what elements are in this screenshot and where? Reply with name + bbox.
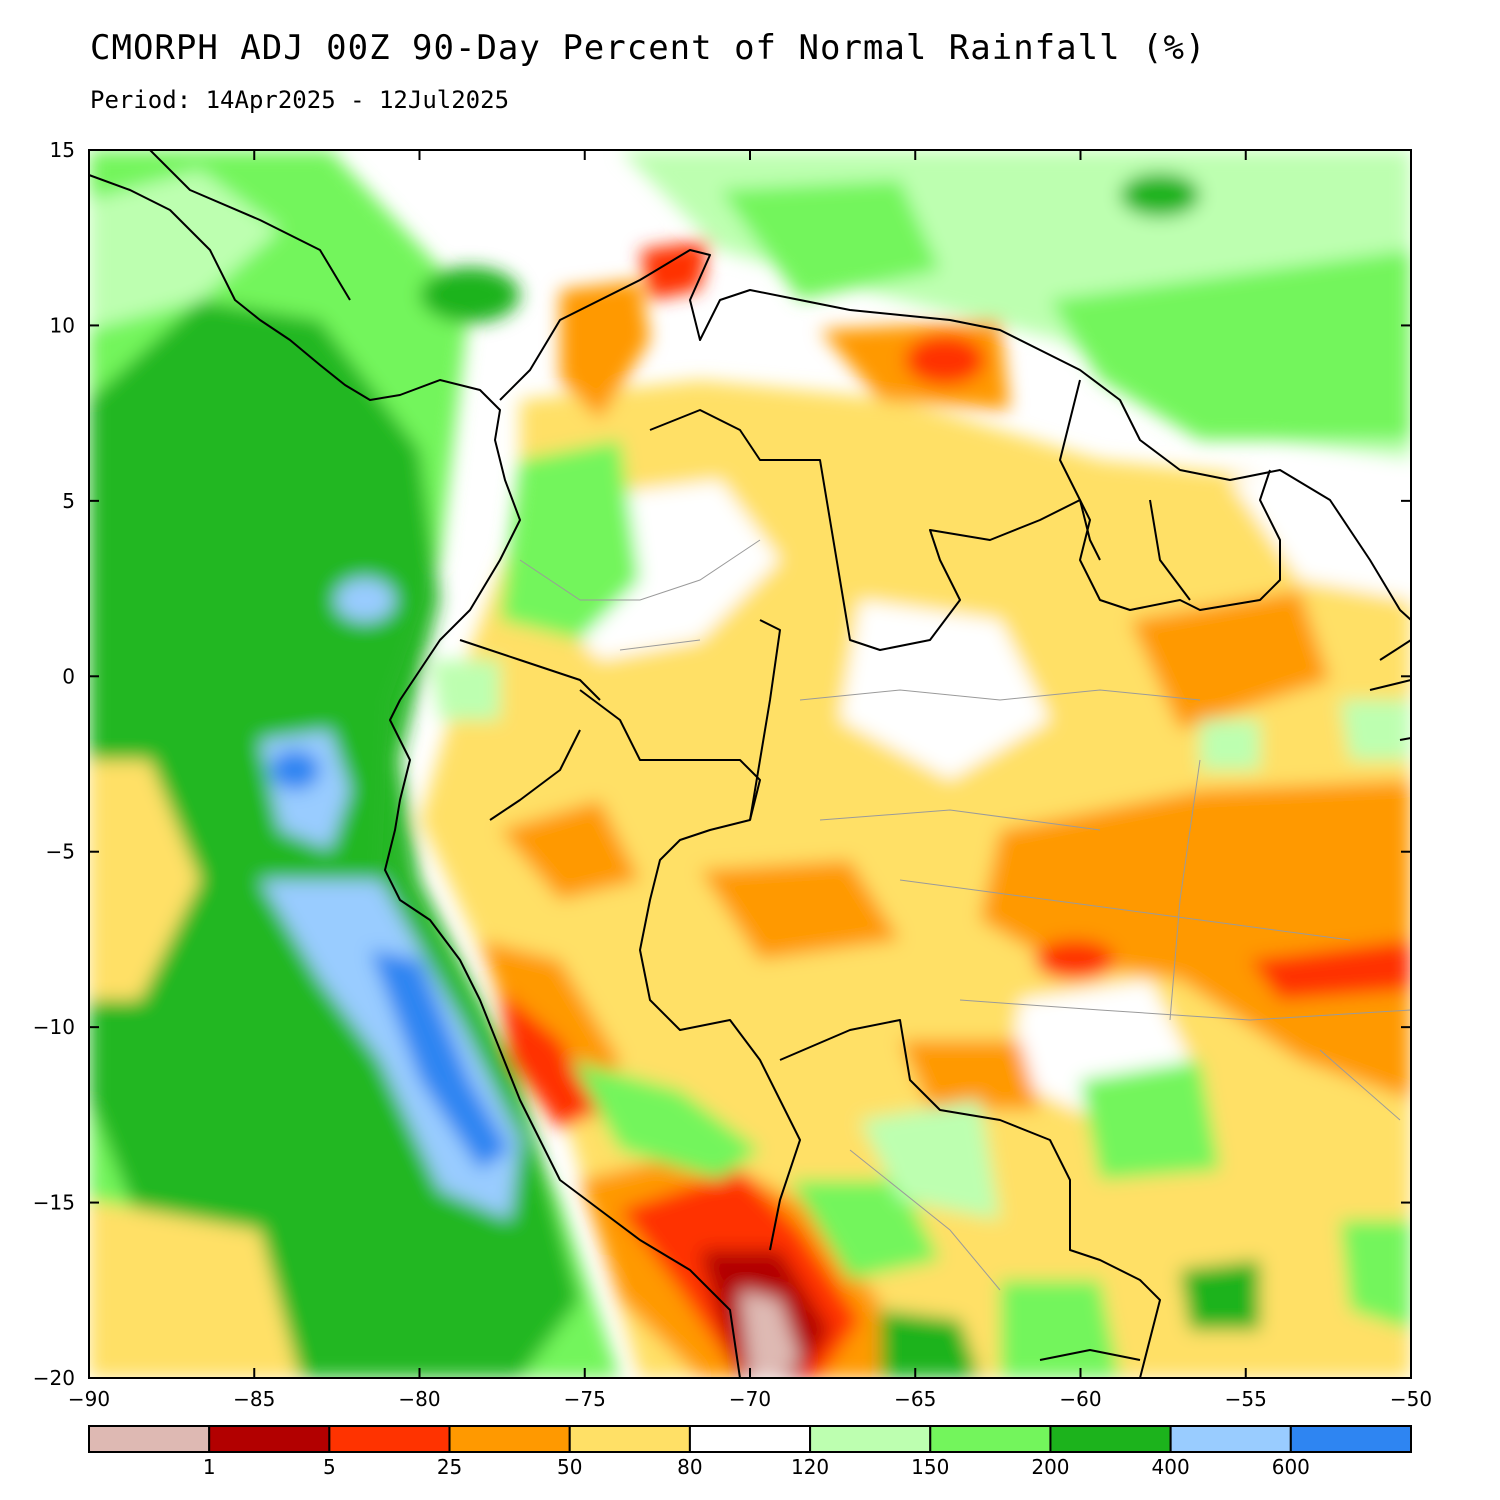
colorbar-label: 5 xyxy=(323,1455,336,1479)
colorbar-label: 200 xyxy=(1031,1455,1069,1479)
colorbar-swatch xyxy=(328,1425,451,1453)
colorbar: 1 5 25 50 80 120 150 200 400 600 xyxy=(88,1425,1413,1479)
colorbar-label: 80 xyxy=(677,1455,702,1479)
lat-tick-label: −10 xyxy=(33,1015,75,1039)
colorbar-swatch xyxy=(688,1425,812,1453)
colorbar-swatch xyxy=(448,1425,571,1453)
lon-tick-label: −80 xyxy=(398,1387,440,1411)
colorbar-swatch xyxy=(88,1425,211,1453)
colorbar-label: 600 xyxy=(1272,1455,1310,1479)
lat-tick-label: −15 xyxy=(33,1191,75,1215)
colorbar-swatch xyxy=(208,1425,331,1453)
lon-tick-label: −75 xyxy=(564,1387,606,1411)
colorbar-swatch xyxy=(929,1425,1052,1453)
lon-tick-label: −90 xyxy=(68,1387,110,1411)
rainfall-field xyxy=(89,150,1411,1378)
lon-tick-label: −65 xyxy=(894,1387,936,1411)
lat-tick-label: 5 xyxy=(62,489,75,513)
colorbar-label: 50 xyxy=(557,1455,582,1479)
lon-tick-label: −85 xyxy=(233,1387,275,1411)
map-subtitle: Period: 14Apr2025 - 12Jul2025 xyxy=(90,86,510,114)
colorbar-label: 400 xyxy=(1152,1455,1190,1479)
lon-tick-label: −60 xyxy=(1059,1387,1101,1411)
lon-tick-label: −50 xyxy=(1390,1387,1432,1411)
colorbar-swatch xyxy=(1289,1425,1413,1453)
colorbar-swatch xyxy=(809,1425,932,1453)
colorbar-label: 120 xyxy=(791,1455,829,1479)
colorbar-label: 150 xyxy=(911,1455,949,1479)
colorbar-swatch xyxy=(568,1425,691,1453)
lat-tick-label: −5 xyxy=(46,840,75,864)
colorbar-label: 1 xyxy=(203,1455,216,1479)
colorbar-label: 25 xyxy=(437,1455,462,1479)
axis-ticks: −90 −85 −80 −75 −70 −65 −60 −55 −50 15 10 5 0 −5 −10 −1… xyxy=(33,138,1432,1411)
lon-tick-label: −55 xyxy=(1225,1387,1267,1411)
map-title: CMORPH ADJ 00Z 90-Day Percent of Normal … xyxy=(90,28,1207,68)
lon-tick-label: −70 xyxy=(729,1387,771,1411)
lat-tick-label: 0 xyxy=(62,664,75,688)
lat-tick-label: 15 xyxy=(50,138,75,162)
colorbar-swatch xyxy=(1049,1425,1172,1453)
lat-tick-label: −20 xyxy=(33,1366,75,1390)
colorbar-swatch xyxy=(1169,1425,1292,1453)
lat-tick-label: 10 xyxy=(50,313,75,337)
